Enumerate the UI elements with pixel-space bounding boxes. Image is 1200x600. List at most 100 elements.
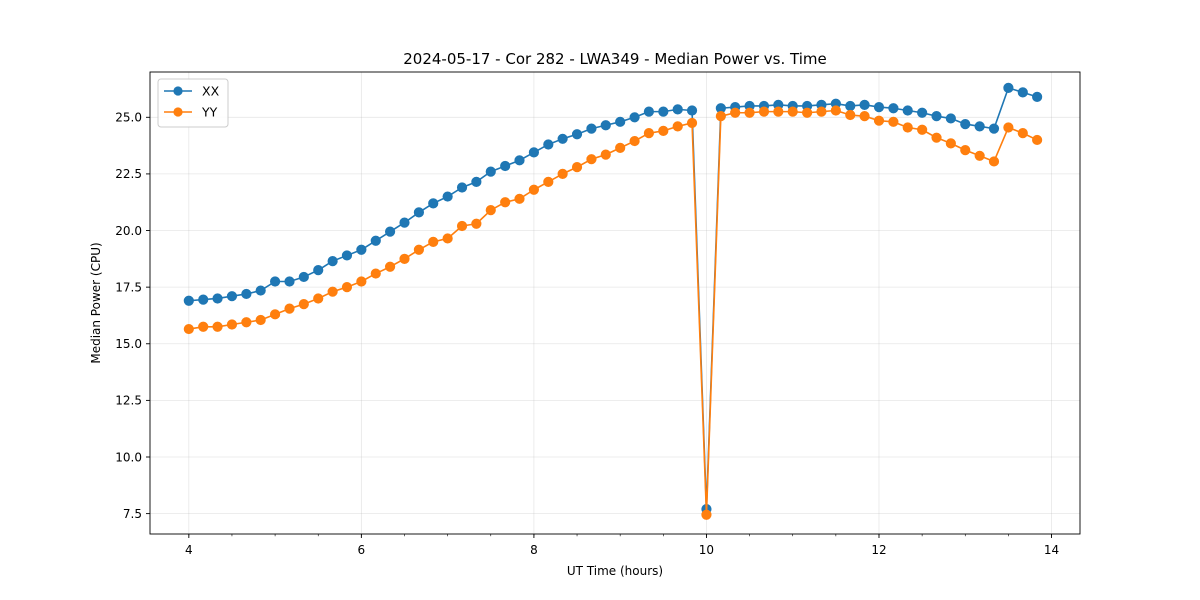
y-tick-label: 25.0 [115,111,142,125]
data-point-yy [787,106,798,117]
data-point-yy [600,149,611,160]
data-point-xx [212,293,223,304]
data-point-xx [643,106,655,117]
data-point-xx [356,244,367,255]
data-point-yy [313,293,324,304]
data-point-yy [514,193,525,204]
data-point-xx [341,250,353,261]
data-point-yy [384,261,396,272]
data-point-yy [226,319,238,330]
data-point-xx [413,207,425,218]
data-point-xx [384,226,396,237]
data-point-yy [758,106,770,117]
data-point-yy [485,205,496,216]
data-point-xx [600,120,611,131]
data-point-xx [226,291,238,302]
series-line-xx [993,87,1038,129]
data-point-yy [960,145,971,156]
data-point-yy [471,218,482,229]
data-point-yy [715,111,726,122]
data-point-xx [1032,91,1043,103]
data-point-yy [1032,134,1043,146]
data-point-xx [198,294,209,305]
data-point-yy [945,138,956,149]
y-tick-label: 15.0 [115,337,142,351]
data-point-xx [902,105,913,116]
data-point-yy [672,121,683,132]
data-point-yy [615,142,626,153]
data-point-yy [255,314,266,326]
data-point-yy [917,124,928,135]
data-point-xx [528,147,540,158]
data-point-yy [974,150,985,161]
data-point-xx [672,104,683,115]
data-point-yy [370,268,381,279]
data-point-yy [442,233,453,244]
legend-marker [173,107,183,117]
data-point-yy [183,323,194,335]
data-point-xx [1017,87,1028,98]
legend-label: XX [202,84,220,99]
data-point-yy [816,106,827,117]
data-point-yy [873,115,885,126]
data-point-xx [269,276,281,287]
y-tick-label: 22.5 [115,167,142,181]
data-point-yy [557,168,568,180]
data-point-yy [212,321,223,332]
data-point-xx [873,102,885,113]
data-point-xx [557,133,568,144]
data-point-xx [543,139,554,150]
data-point-xx [845,100,856,112]
data-point-xx [888,103,899,114]
data-point-xx [658,106,669,117]
data-point-xx [456,182,468,193]
data-point-yy [686,117,698,129]
y-tick-label: 12.5 [115,394,142,408]
legend: XX YY [157,78,229,128]
data-point-yy [629,135,640,147]
data-point-yy [269,309,281,320]
legend-marker [173,86,183,96]
data-point-xx [485,166,496,177]
data-point-yy [500,197,511,208]
data-point-xx [370,235,381,246]
data-point-xx [442,191,453,202]
legend-item-xx: XX [164,84,220,99]
data-point-yy [730,107,741,118]
x-tick-label: 8 [530,543,538,557]
data-point-yy [1017,128,1028,139]
data-point-xx [586,123,597,134]
data-point-yy [701,509,712,520]
y-tick-label: 7.5 [123,507,142,521]
x-tick-label: 12 [871,543,886,557]
x-axis-label: UT Time (hours) [567,564,663,578]
data-point-xx [615,116,626,127]
data-point-yy [413,244,425,255]
data-point-xx [917,107,928,118]
data-point-yy [802,107,813,118]
data-point-yy [902,122,913,133]
series-xx [183,82,1043,515]
data-point-xx [974,121,985,132]
y-tick-label: 17.5 [115,280,142,294]
data-point-yy [327,286,338,297]
data-point-yy [341,282,353,293]
data-point-xx [945,113,956,124]
data-point-yy [773,106,784,117]
data-point-yy [744,107,755,118]
data-point-yy [830,105,841,116]
data-point-xx [298,271,309,283]
data-point-yy [356,276,367,287]
data-point-yy [571,162,583,173]
data-point-xx [471,176,482,187]
data-point-yy [528,184,540,195]
data-point-yy [284,303,295,314]
x-tick-label: 4 [185,543,193,557]
data-point-xx [859,99,870,110]
y-tick-label: 10.0 [115,450,142,464]
data-point-xx [931,111,942,122]
data-point-xx [327,256,338,267]
data-point-yy [845,109,856,121]
data-point-xx [183,295,194,306]
